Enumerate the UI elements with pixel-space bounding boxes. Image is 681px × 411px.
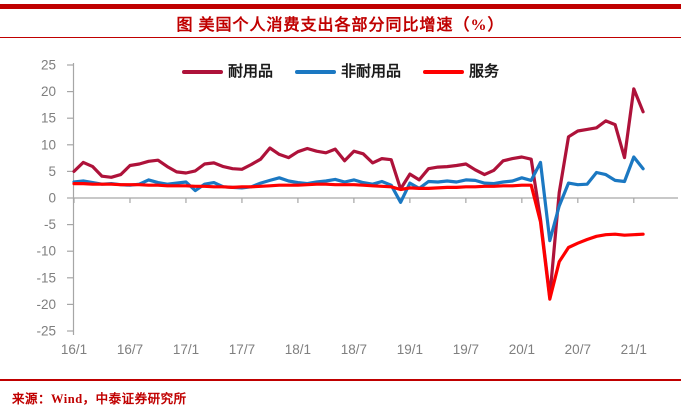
services-line-marker	[423, 70, 464, 74]
services-line	[72, 182, 645, 301]
nondurables-line	[72, 155, 645, 243]
nondurables-legend-label: 非耐用品	[340, 63, 401, 80]
x-tick-label: 21/1	[621, 342, 647, 357]
x-tick-label: 18/7	[341, 342, 367, 357]
x-tick-label: 20/1	[509, 342, 535, 357]
x-tick-label: 17/7	[229, 342, 255, 357]
nondurables-line-marker	[294, 70, 336, 74]
x-tick-label: 16/1	[61, 342, 87, 357]
y-tick-label: 0	[48, 191, 56, 206]
legend-item-nondurables: 非耐用品	[294, 63, 401, 80]
y-tick-label: -20	[36, 297, 56, 312]
legend-item-durables: 耐用品	[181, 63, 273, 80]
x-tick-label: 19/1	[397, 342, 423, 357]
figure-title: 图 美国个人消费支出各部分同比增速（%）	[176, 17, 505, 34]
durables-line-marker	[181, 70, 223, 74]
legend-item-services: 服务	[423, 63, 500, 80]
x-tick-label: 20/7	[565, 342, 591, 357]
x-tick-label: 18/1	[285, 342, 311, 357]
x-tick-label: 17/1	[173, 342, 199, 357]
y-tick-label: -25	[36, 324, 56, 339]
services-legend-label: 服务	[469, 63, 500, 80]
line-chart: 25 20 15 10 5 0 -5 -10 -15 -20 -25 16/1 16/7 17/1 17/7…	[36, 58, 678, 357]
y-tick-label: 10	[41, 137, 56, 152]
y-tick-label: -5	[44, 217, 56, 232]
x-tick-label: 19/7	[453, 342, 479, 357]
x-tick-label: 16/7	[117, 342, 143, 357]
y-tick-label: 15	[41, 111, 56, 126]
y-tick-label: 5	[48, 164, 56, 179]
bottom-accent-line	[0, 379, 681, 381]
source-note: 来源：Wind，中泰证券研究所	[12, 392, 187, 406]
durables-legend-label: 耐用品	[227, 63, 273, 80]
top-accent-bar	[0, 4, 681, 9]
y-tick-label: -15	[36, 270, 56, 285]
legend: 耐用品 非耐用品 服务	[0, 62, 681, 82]
title-underline	[0, 37, 681, 38]
y-tick-label: -10	[36, 244, 56, 259]
y-tick-label: 20	[41, 84, 56, 99]
y-tick-label: 25	[41, 58, 56, 73]
